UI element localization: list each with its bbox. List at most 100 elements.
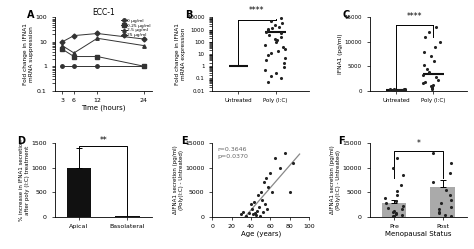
- Point: [264, 28, 272, 32]
- Bar: [67, 168, 91, 217]
- 2.5 μg/ml: [141, 44, 147, 47]
- 0.25 μg/ml: [59, 48, 65, 51]
- Point: [267, 171, 274, 175]
- Point: [274, 49, 282, 53]
- Bar: [382, 203, 406, 217]
- Point: [277, 35, 285, 39]
- Point: [249, 212, 257, 216]
- Point: [277, 76, 284, 80]
- Point: [424, 67, 431, 71]
- Point: [432, 75, 440, 79]
- Point: [268, 26, 275, 30]
- Point: [389, 88, 397, 92]
- Point: [384, 206, 392, 210]
- Point: [420, 63, 428, 67]
- Text: A: A: [27, 10, 35, 20]
- Text: **: **: [99, 136, 107, 145]
- Point: [398, 207, 405, 211]
- Point: [446, 193, 453, 197]
- X-axis label: Age (years): Age (years): [241, 231, 281, 237]
- Point: [428, 86, 436, 90]
- Point: [269, 190, 276, 194]
- Point: [239, 210, 247, 214]
- Point: [248, 207, 256, 211]
- Point: [272, 156, 279, 160]
- Point: [242, 214, 250, 218]
- Point: [447, 205, 455, 209]
- Point: [397, 183, 405, 187]
- 25 μg/ml: [59, 40, 65, 43]
- Point: [264, 53, 272, 57]
- Point: [435, 211, 443, 215]
- Title: ECC-1: ECC-1: [92, 8, 115, 17]
- Bar: [430, 187, 455, 217]
- Point: [267, 51, 275, 55]
- Point: [421, 35, 429, 39]
- Point: [263, 207, 270, 211]
- Text: ****: ****: [407, 12, 422, 21]
- Point: [255, 205, 263, 209]
- Point: [253, 209, 261, 213]
- Point: [429, 181, 437, 185]
- Point: [397, 88, 405, 92]
- Point: [401, 87, 409, 91]
- Text: r=0.3646: r=0.3646: [217, 147, 246, 152]
- Point: [393, 189, 401, 193]
- 0 μg/ml: [71, 65, 77, 68]
- Line: 0.25 μg/ml: 0.25 μg/ml: [61, 48, 146, 68]
- Point: [273, 40, 280, 44]
- Point: [428, 85, 436, 89]
- Point: [431, 45, 438, 49]
- Point: [401, 88, 409, 92]
- 0.25 μg/ml: [94, 55, 100, 58]
- Text: B: B: [185, 10, 192, 20]
- Point: [396, 88, 403, 92]
- Point: [262, 59, 270, 62]
- Point: [437, 201, 445, 205]
- 0 μg/ml: [59, 65, 65, 68]
- Line: 0 μg/ml: 0 μg/ml: [61, 64, 146, 68]
- Point: [281, 151, 289, 155]
- Point: [264, 80, 272, 84]
- Point: [389, 166, 397, 170]
- Point: [277, 16, 284, 20]
- Point: [447, 171, 454, 175]
- Point: [420, 50, 428, 54]
- Point: [447, 197, 455, 201]
- Point: [282, 56, 289, 60]
- Point: [447, 214, 455, 218]
- Point: [393, 156, 401, 160]
- Point: [398, 213, 405, 217]
- Point: [250, 200, 258, 204]
- Point: [256, 214, 264, 218]
- Point: [432, 25, 440, 29]
- X-axis label: Time (hours): Time (hours): [81, 105, 126, 111]
- Line: 2.5 μg/ml: 2.5 μg/ml: [61, 37, 146, 55]
- Point: [442, 188, 450, 192]
- 0.25 μg/ml: [71, 55, 77, 58]
- Point: [428, 87, 435, 91]
- Point: [401, 87, 408, 91]
- Y-axis label: IFNA1 (pg/ml): IFNA1 (pg/ml): [338, 34, 343, 74]
- 0 μg/ml: [141, 65, 147, 68]
- Point: [390, 214, 397, 218]
- Text: D: D: [18, 136, 26, 146]
- Point: [276, 166, 284, 170]
- Point: [271, 23, 279, 27]
- Point: [435, 207, 442, 211]
- Point: [289, 161, 297, 165]
- Point: [429, 151, 437, 155]
- Point: [386, 87, 393, 91]
- Point: [398, 88, 406, 92]
- 2.5 μg/ml: [71, 52, 77, 55]
- Point: [390, 88, 398, 92]
- Text: C: C: [342, 10, 350, 20]
- Point: [262, 176, 269, 180]
- 25 μg/ml: [71, 34, 77, 37]
- Point: [265, 33, 273, 37]
- Y-axis label: ΔIFNA1 secretion (pg/ml)
(Poly(I:C) - Untreated): ΔIFNA1 secretion (pg/ml) (Poly(I:C) - Un…: [173, 146, 183, 214]
- Point: [435, 210, 443, 214]
- Point: [427, 84, 434, 88]
- Point: [258, 197, 265, 201]
- Point: [394, 88, 402, 92]
